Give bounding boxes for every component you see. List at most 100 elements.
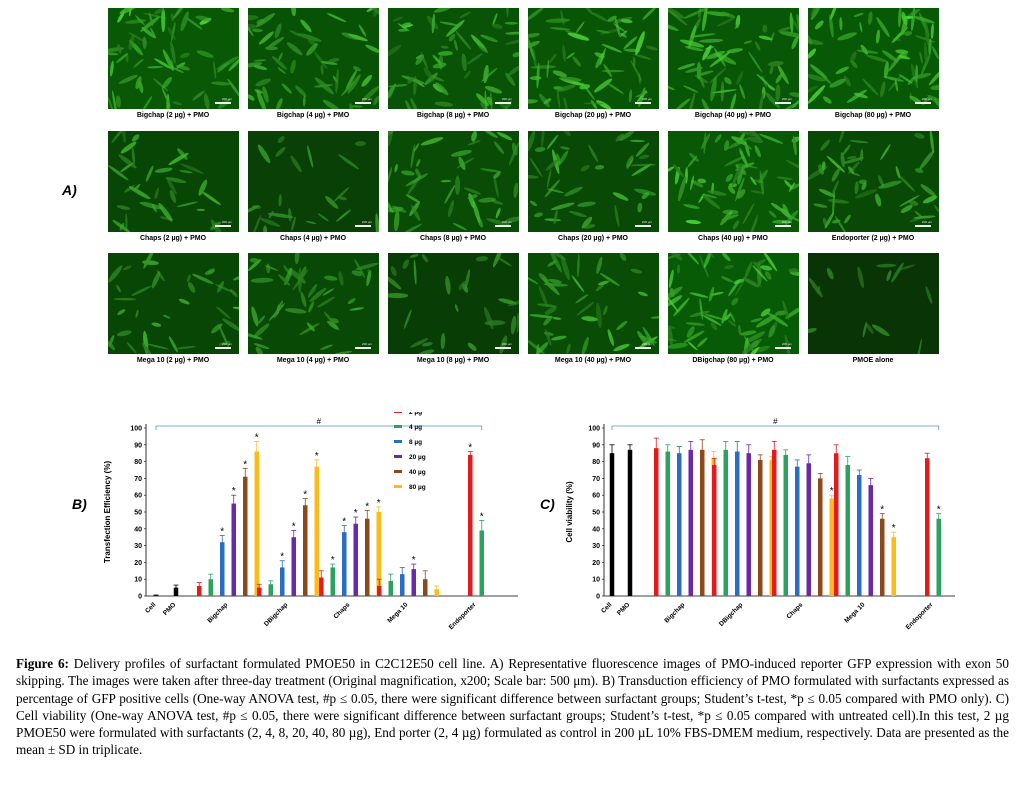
bar [280, 567, 285, 596]
scale-bar [495, 225, 511, 227]
micrograph-tile: 200 µm [808, 8, 939, 109]
bar [627, 449, 633, 596]
scale-bar [635, 102, 651, 104]
x-tick-label: Mega 10 [843, 601, 866, 624]
bar [700, 449, 705, 596]
y-tick-label: 60 [134, 493, 142, 500]
micrograph-tile: 200 µm [388, 253, 519, 354]
scale-bar [355, 347, 371, 349]
micrograph-tile: 200 µm [388, 8, 519, 109]
bar [468, 454, 473, 596]
significance-star: * [220, 527, 224, 538]
scale-bar [775, 102, 791, 104]
bar [173, 587, 179, 596]
caption-text: Delivery profiles of surfactant formulat… [16, 656, 1009, 758]
significance-star: * [280, 552, 284, 563]
x-tick-label: Cell [600, 601, 614, 615]
bar [783, 454, 788, 596]
y-tick-label: 60 [592, 493, 600, 500]
y-tick-label: 90 [592, 442, 600, 449]
bar [208, 579, 213, 596]
significance-bracket [611, 425, 940, 430]
micrograph-label: Chaps (2 µg) + PMO [139, 235, 207, 242]
scale-bar-label: 200 µm [361, 220, 372, 224]
significance-star: * [342, 516, 346, 527]
micrograph-tile: 200 µm [528, 253, 659, 354]
y-axis-label: Cell viability (%) [565, 481, 574, 543]
micrograph-tile: 200 µm [668, 131, 799, 232]
panel-b-letter: B) [72, 496, 87, 512]
micrograph-tile: 200 µm [108, 131, 239, 232]
legend-swatch [394, 455, 402, 458]
x-tick-label: Bigchap [206, 601, 229, 624]
scale-bar [775, 347, 791, 349]
micrograph-label: Mega 10 (4 µg) + PMO [276, 357, 350, 364]
bar [677, 453, 682, 596]
cell-viability-chart: Cell viability (%) 0 10 20 30 40 50 60 70 80 90 100… [560, 412, 960, 640]
x-tick-label: Bigchap [663, 601, 686, 624]
legend-swatch [394, 440, 402, 443]
scale-bar-label: 200 µm [361, 97, 372, 101]
x-tick-label: Endoporter [448, 601, 478, 631]
bar [688, 449, 693, 596]
scale-bar-label: 200 µm [781, 342, 792, 346]
micrograph-tile: 200 µm [108, 253, 239, 354]
bar [411, 569, 416, 596]
micrograph-label: Chaps (40 µg) + PMO [698, 235, 768, 242]
scale-bar-label: 200 µm [221, 97, 232, 101]
scale-bar [215, 347, 231, 349]
significance-hash: # [773, 417, 778, 426]
y-tick-label: 0 [138, 594, 142, 601]
bar [857, 475, 862, 596]
legend-label: 20 µg [409, 454, 426, 461]
bar [268, 584, 273, 596]
x-tick-label: PMO [162, 601, 177, 616]
bar [303, 505, 308, 596]
x-tick-label: Mega 10 [386, 601, 409, 624]
micrograph-label: PMOE alone [852, 357, 894, 364]
bar [758, 459, 763, 596]
bar [609, 453, 615, 596]
bar [479, 530, 484, 596]
scale-bar [635, 225, 651, 227]
significance-star: * [243, 459, 247, 470]
bar [818, 478, 823, 596]
y-tick-label: 100 [130, 426, 142, 433]
micrograph-label: Mega 10 (2 µg) + PMO [136, 357, 210, 364]
bar [257, 587, 262, 596]
scale-bar [635, 347, 651, 349]
x-tick-label: Cell [144, 601, 158, 615]
significance-star: * [303, 490, 307, 501]
scale-bar-label: 200 µm [501, 342, 512, 346]
x-tick-label: DBigchap [718, 601, 744, 627]
y-tick-label: 100 [588, 426, 600, 433]
scale-bar-label: 200 µm [641, 97, 652, 101]
y-tick-label: 90 [134, 442, 142, 449]
x-tick-label: DBigchap [263, 601, 289, 627]
bar [330, 567, 335, 596]
micrograph-tile: 200 µm [528, 8, 659, 109]
significance-star: * [892, 523, 896, 534]
bar [231, 503, 236, 596]
y-tick-label: 70 [134, 476, 142, 483]
bar [388, 580, 393, 596]
micrograph-label: Chaps (8 µg) + PMO [419, 235, 487, 242]
bar [434, 589, 439, 596]
scale-bar [215, 225, 231, 227]
bar [712, 464, 717, 596]
panel-a-letter: A) [62, 182, 77, 198]
scale-bar-label: 200 µm [921, 220, 932, 224]
bar [254, 451, 259, 596]
scale-bar-label: 200 µm [221, 220, 232, 224]
scale-bar-label: 200 µm [641, 342, 652, 346]
bar [654, 448, 659, 596]
micrograph-tile: 200 µm [668, 8, 799, 109]
bar [365, 518, 370, 596]
legend-label: 8 µg [409, 439, 422, 446]
y-tick-label: 40 [592, 526, 600, 533]
y-tick-label: 0 [596, 594, 600, 601]
legend-label: 80 µg [409, 484, 426, 491]
bar [806, 463, 811, 596]
micrograph-tile: 200 µm [248, 131, 379, 232]
